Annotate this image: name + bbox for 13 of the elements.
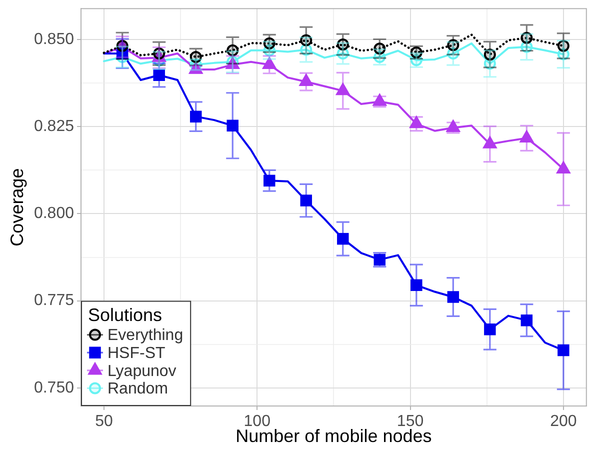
legend-label: Random <box>108 380 168 398</box>
y-tick-label: 0.825 <box>34 118 74 136</box>
legend-label: Everything <box>108 327 184 344</box>
y-tick-label: 0.750 <box>34 379 74 396</box>
legend-title: Solutions <box>88 304 162 325</box>
y-axis-title: Coverage <box>6 168 27 246</box>
y-tick-label: 0.775 <box>34 292 74 310</box>
x-tick-label: 200 <box>550 413 577 430</box>
legend-label: Lyapunov <box>108 362 176 380</box>
y-tick-label: 0.800 <box>34 205 74 222</box>
x-tick-label: 50 <box>95 413 113 430</box>
y-tick-label: 0.850 <box>34 31 74 48</box>
legend-label: HSF-ST <box>108 345 166 362</box>
